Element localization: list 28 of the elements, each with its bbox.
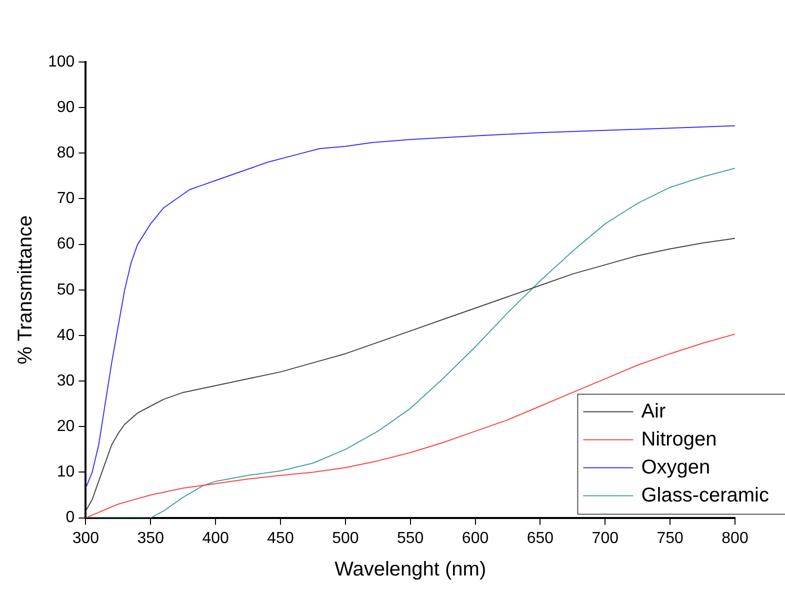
x-axis-title: Wavelenght (nm) [334, 558, 486, 581]
y-axis-title: % Transmittance [14, 215, 37, 364]
x-tick-label: 450 [267, 530, 294, 547]
legend-label: Nitrogen [641, 428, 717, 450]
y-tick-label: 30 [56, 372, 75, 390]
x-tick-label: 350 [137, 530, 164, 547]
legend-label: Air [641, 400, 666, 422]
x-tick-label: 650 [526, 530, 554, 547]
x-tick-label: 800 [722, 530, 748, 547]
y-tick-label: 20 [56, 418, 75, 436]
x-tick-label: 500 [332, 530, 359, 547]
x-tick-label: 750 [656, 530, 684, 547]
y-tick-label: 60 [56, 236, 75, 253]
x-tick-label: 700 [592, 530, 619, 547]
y-tick-label: 40 [56, 326, 75, 344]
x-tick-label: 400 [202, 530, 229, 547]
legend-label: Oxygen [641, 456, 710, 478]
y-tick-label: 70 [56, 190, 75, 208]
y-tick-label: 100 [48, 53, 75, 70]
x-tick-label: 300 [72, 530, 100, 547]
legend-label: Glass-ceramic [641, 484, 770, 506]
y-tick-label: 10 [56, 464, 75, 481]
y-tick-label: 0 [66, 509, 75, 526]
x-tick-label: 600 [462, 530, 489, 547]
x-tick-label: 550 [396, 530, 424, 547]
y-tick-label: 80 [56, 144, 75, 162]
y-tick-label: 50 [56, 281, 75, 298]
y-tick-label: 90 [56, 98, 75, 116]
